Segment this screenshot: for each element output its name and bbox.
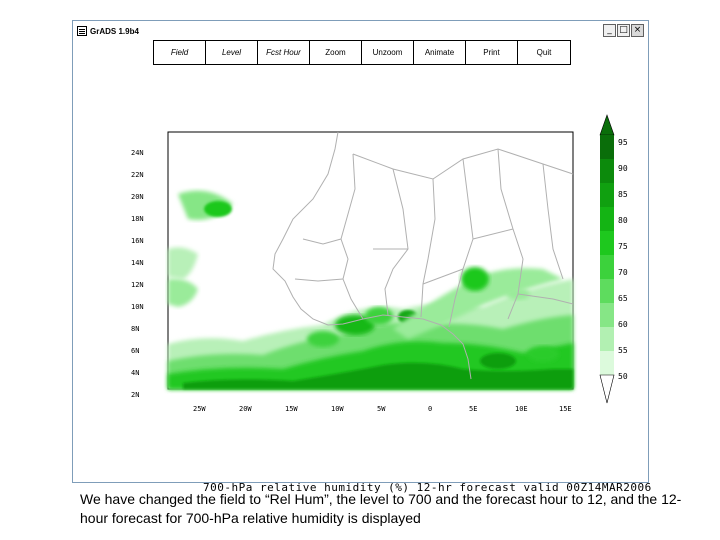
lon-label: 10E [515, 405, 528, 413]
colorbar-label: 60 [618, 320, 628, 329]
lat-label: 18N [131, 215, 144, 223]
land-outlines [272, 131, 574, 380]
zoom-button[interactable]: Zoom [310, 41, 362, 64]
colorbar-swatch [600, 207, 614, 231]
lon-label: 5E [469, 405, 477, 413]
window-title: GrADS 1.9b4 [90, 26, 139, 36]
colorbar-top-arrow [599, 114, 615, 136]
colorbar-swatch [600, 135, 614, 159]
lon-label: 20W [239, 405, 252, 413]
plot-title: 700-hPa relative humidity (%) 12-hr fore… [203, 481, 652, 494]
colorbar-swatch [600, 279, 614, 303]
colorbar: 95 90 85 80 75 70 65 60 55 50 [599, 114, 628, 404]
maximize-button[interactable]: □ [617, 24, 630, 37]
lon-labels: 25W 20W 15W 10W 5W 0 5E 10E 15E [193, 405, 572, 413]
colorbar-label: 50 [618, 372, 628, 381]
humidity-field [168, 190, 573, 389]
minimize-button[interactable]: _ [603, 24, 616, 37]
field-button[interactable]: Field [154, 41, 206, 64]
fcst-hour-button[interactable]: Fcst Hour [258, 41, 310, 64]
colorbar-label: 70 [618, 268, 628, 277]
lat-label: 16N [131, 237, 144, 245]
colorbar-label: 80 [618, 216, 628, 225]
colorbar-swatch [600, 351, 614, 375]
colorbar-swatch [600, 159, 614, 183]
colorbar-swatch [600, 183, 614, 207]
unzoom-button[interactable]: Unzoom [362, 41, 414, 64]
animate-button[interactable]: Animate [414, 41, 466, 64]
lon-label: 15W [285, 405, 298, 413]
lat-label: 2N [131, 391, 139, 399]
colorbar-swatch [600, 255, 614, 279]
colorbar-label: 90 [618, 164, 628, 173]
lat-labels: 24N 22N 20N 18N 16N 14N 12N 10N 8N 6N 4N… [131, 149, 144, 399]
window-controls: _ □ × [603, 24, 644, 37]
lat-label: 22N [131, 171, 144, 179]
lat-label: 14N [131, 259, 144, 267]
grads-window: GrADS 1.9b4 _ □ × Field Level Fcst Hour … [72, 20, 651, 494]
lon-label: 0 [428, 405, 432, 413]
colorbar-swatch [600, 231, 614, 255]
quit-button[interactable]: Quit [518, 41, 570, 64]
colorbar-bottom-arrow [599, 374, 615, 404]
colorbar-label: 95 [618, 138, 628, 147]
app-icon[interactable] [77, 26, 87, 36]
caption-text: We have changed the field to “Rel Hum”, … [80, 491, 682, 526]
menu-bar: Field Level Fcst Hour Zoom Unzoom Animat… [153, 40, 571, 65]
colorbar-label: 75 [618, 242, 628, 251]
level-button[interactable]: Level [206, 41, 258, 64]
lat-label: 12N [131, 281, 144, 289]
colorbar-label: 85 [618, 190, 628, 199]
colorbar-swatch [600, 303, 614, 327]
lat-label: 24N [131, 149, 144, 157]
colorbar-label: 55 [618, 346, 628, 355]
colorbar-swatch [600, 327, 614, 351]
lon-label: 25W [193, 405, 206, 413]
lat-label: 10N [131, 303, 144, 311]
print-button[interactable]: Print [466, 41, 518, 64]
lat-label: 20N [131, 193, 144, 201]
lon-label: 10W [331, 405, 344, 413]
title-bar[interactable]: GrADS 1.9b4 _ □ × [73, 21, 648, 41]
lon-label: 15E [559, 405, 572, 413]
colorbar-label: 65 [618, 294, 628, 303]
map-plot[interactable]: 24N 22N 20N 18N 16N 14N 12N 10N 8N 6N 4N… [123, 129, 583, 419]
lon-label: 5W [377, 405, 386, 413]
close-button[interactable]: × [631, 24, 644, 37]
lat-label: 6N [131, 347, 139, 355]
lat-label: 4N [131, 369, 139, 377]
lat-label: 8N [131, 325, 139, 333]
